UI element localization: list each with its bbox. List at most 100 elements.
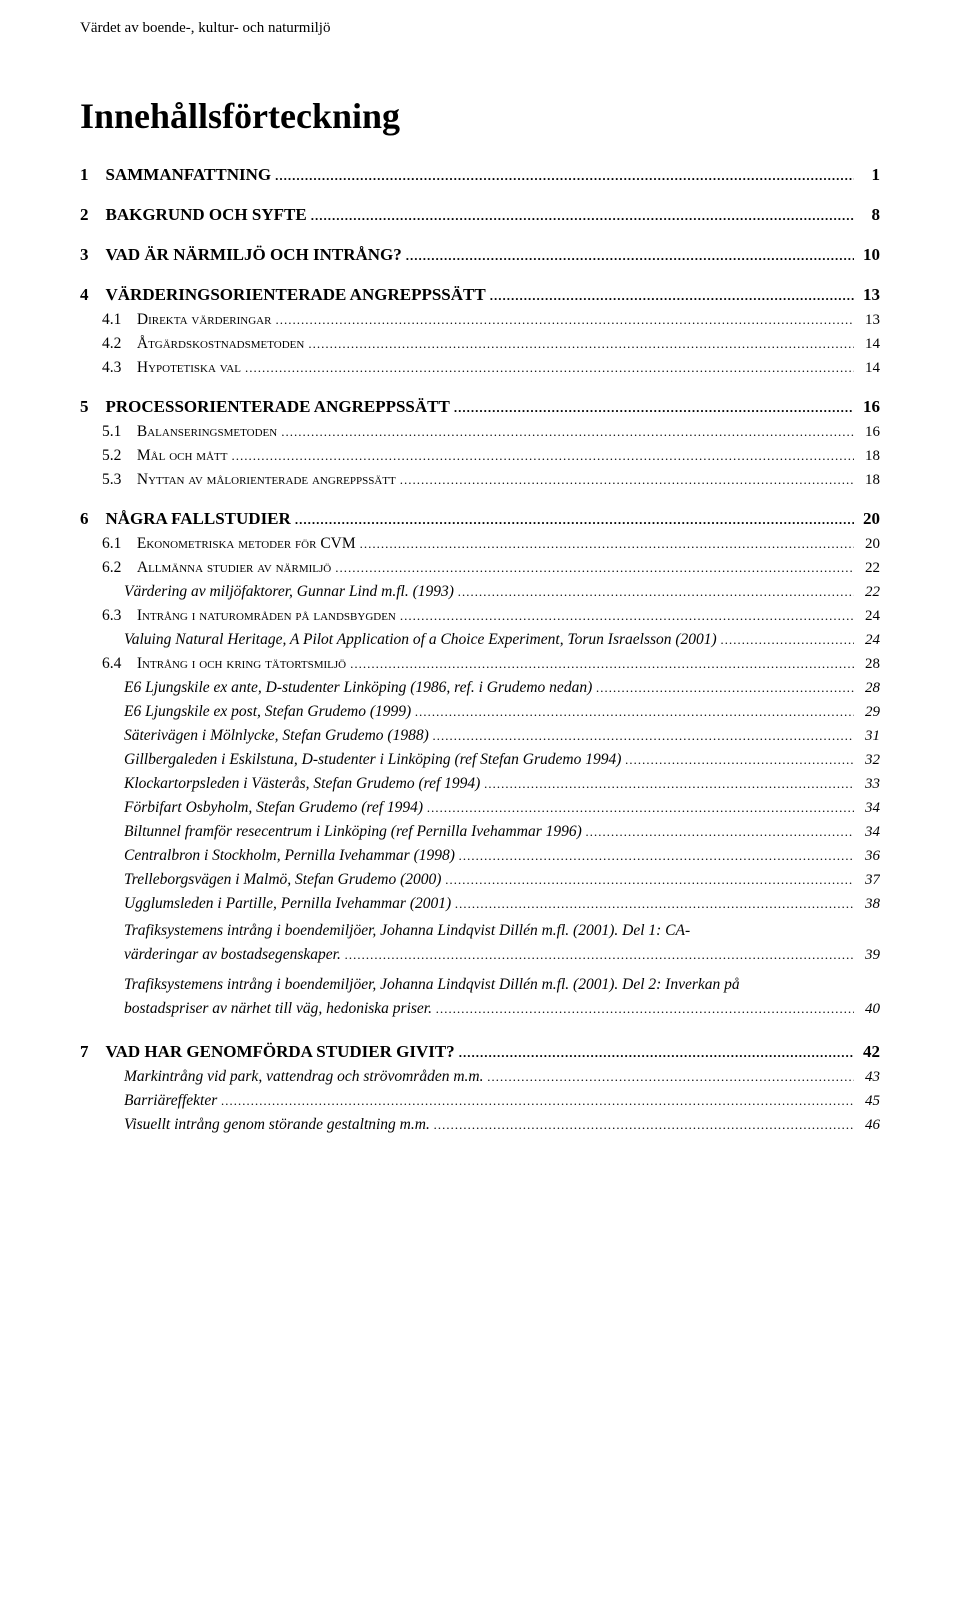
toc-leader [455, 895, 854, 913]
toc-page-number: 33 [858, 776, 880, 793]
toc-leader [400, 471, 854, 489]
toc-leader [721, 631, 854, 649]
toc-entry: 4.1 Direkta värderingar 13 [80, 311, 880, 329]
toc-entry: Biltunnel framför resecentrum i Linköpin… [80, 823, 880, 841]
toc-entry: 6.1 Ekonometriska metoder för CVM 20 [80, 535, 880, 553]
toc-label: E6 Ljungskile ex ante, D-studenter Linkö… [124, 679, 592, 697]
toc-page-number: 13 [858, 312, 880, 329]
toc-page-number: 20 [858, 509, 880, 529]
toc-leader [281, 423, 854, 441]
toc-leader [487, 1068, 854, 1086]
toc-label: 6.2 Allmänna studier av närmiljö [102, 559, 331, 577]
toc-label: Gillbergaleden i Eskilstuna, D-studenter… [124, 751, 621, 769]
toc-label: 6.4 Intrång i och kring tätortsmiljö [102, 655, 346, 673]
toc-page-number: 40 [858, 998, 880, 1021]
toc-leader [350, 655, 854, 673]
toc-entry: 4.3 Hypotetiska val14 [80, 359, 880, 377]
toc-label: Markintrång vid park, vattendrag och str… [124, 1068, 483, 1086]
toc-leader [625, 751, 854, 769]
toc-label: Trafiksystemens intrång i boendemiljöer,… [124, 919, 880, 943]
toc-entry: Värdering av miljöfaktorer, Gunnar Lind … [80, 583, 880, 601]
toc-label: Barriäreffekter [124, 1092, 217, 1110]
toc-label: Biltunnel framför resecentrum i Linköpin… [124, 823, 582, 841]
toc-label: Trelleborgsvägen i Malmö, Stefan Grudemo… [124, 871, 441, 889]
toc-entry: Barriäreffekter 45 [80, 1092, 880, 1110]
toc-page-number: 18 [858, 448, 880, 465]
toc-entry: Trelleborgsvägen i Malmö, Stefan Grudemo… [80, 871, 880, 889]
toc-page-number: 28 [858, 656, 880, 673]
toc-page-number: 45 [858, 1093, 880, 1110]
toc-label: 6 NÅGRA FALLSTUDIER [80, 509, 291, 529]
toc-leader [360, 535, 854, 553]
toc-label: E6 Ljungskile ex post, Stefan Grudemo (1… [124, 703, 411, 721]
toc-label: Visuellt intrång genom störande gestaltn… [124, 1116, 430, 1134]
toc-entry: 6.3 Intrång i naturområden på landsbygde… [80, 607, 880, 625]
toc-label: 1 SAMMANFATTNING [80, 165, 271, 185]
toc-entry: Ugglumsleden i Partille, Pernilla Iveham… [80, 895, 880, 913]
toc-leader [231, 447, 854, 465]
toc-leader [308, 335, 854, 353]
toc-label: 5.2 Mål och mått [102, 447, 227, 465]
toc-page-number: 18 [858, 472, 880, 489]
toc-entry: Visuellt intrång genom störande gestaltn… [80, 1116, 880, 1134]
toc-entry: Klockartorpsleden i Västerås, Stefan Gru… [80, 775, 880, 793]
toc-leader [445, 871, 854, 889]
toc-label: Centralbron i Stockholm, Pernilla Iveham… [124, 847, 455, 865]
toc-page-number: 46 [858, 1117, 880, 1134]
toc-page-number: 1 [858, 165, 880, 185]
toc-page-number: 32 [858, 752, 880, 769]
toc-label: bostadspriser av närhet till väg, hedoni… [124, 997, 432, 1021]
toc-entry: E6 Ljungskile ex post, Stefan Grudemo (1… [80, 703, 880, 721]
toc-entry: 1 SAMMANFATTNING 1 [80, 165, 880, 185]
toc-page-number: 16 [858, 424, 880, 441]
toc-entry: Centralbron i Stockholm, Pernilla Iveham… [80, 847, 880, 865]
toc-leader [434, 1116, 854, 1134]
toc-label: Valuing Natural Heritage, A Pilot Applic… [124, 631, 717, 649]
toc-page-number: 38 [858, 896, 880, 913]
toc-entry: Trafiksystemens intrång i boendemiljöer,… [80, 973, 880, 1021]
toc-label: Ugglumsleden i Partille, Pernilla Iveham… [124, 895, 451, 913]
toc-leader [406, 245, 854, 265]
toc-label: 4.3 Hypotetiska val [102, 359, 241, 377]
toc-label: 6.1 Ekonometriska metoder för CVM [102, 535, 356, 553]
toc-label: Klockartorpsleden i Västerås, Stefan Gru… [124, 775, 480, 793]
toc-leader [490, 285, 854, 305]
toc-entry: E6 Ljungskile ex ante, D-studenter Linkö… [80, 679, 880, 697]
toc-leader [415, 703, 854, 721]
toc-leader [275, 311, 854, 329]
toc-leader [275, 165, 854, 185]
toc-page-number: 22 [858, 584, 880, 601]
toc-entry: Förbifart Osbyholm, Stefan Grudemo (ref … [80, 799, 880, 817]
toc-label: 4 VÄRDERINGSORIENTERADE ANGREPPSSÄTT [80, 285, 486, 305]
toc-entry: Markintrång vid park, vattendrag och str… [80, 1068, 880, 1086]
toc-leader [433, 727, 854, 745]
toc-entry: Gillbergaleden i Eskilstuna, D-studenter… [80, 751, 880, 769]
toc-leader [295, 509, 854, 529]
toc-label: 7 VAD HAR GENOMFÖRDA STUDIER GIVIT? [80, 1042, 455, 1062]
toc-page-number: 24 [858, 608, 880, 625]
toc-leader [596, 679, 854, 697]
toc-page-number: 31 [858, 728, 880, 745]
toc-leader [345, 943, 854, 967]
toc-page-number: 13 [858, 285, 880, 305]
toc-entry: 5.3 Nyttan av målorienterade angreppssät… [80, 471, 880, 489]
toc-label: 6.3 Intrång i naturområden på landsbygde… [102, 607, 396, 625]
toc-page-number: 36 [858, 848, 880, 865]
toc-page-number: 34 [858, 800, 880, 817]
toc-label: 2 BAKGRUND OCH SYFTE [80, 205, 307, 225]
toc-page-number: 10 [858, 245, 880, 265]
toc-leader [436, 997, 854, 1021]
toc-entry: 5.1 Balanseringsmetoden16 [80, 423, 880, 441]
toc-label: 4.1 Direkta värderingar [102, 311, 271, 329]
toc-leader [335, 559, 854, 577]
toc-label: Förbifart Osbyholm, Stefan Grudemo (ref … [124, 799, 423, 817]
toc-label: Värdering av miljöfaktorer, Gunnar Lind … [124, 583, 454, 601]
toc-entry: Säterivägen i Mölnlycke, Stefan Grudemo … [80, 727, 880, 745]
toc-page-number: 20 [858, 536, 880, 553]
toc-page-number: 37 [858, 872, 880, 889]
toc-entry: 5 PROCESSORIENTERADE ANGREPPSSÄTT16 [80, 397, 880, 417]
toc-entry: 2 BAKGRUND OCH SYFTE8 [80, 205, 880, 225]
toc-entry: 6.2 Allmänna studier av närmiljö22 [80, 559, 880, 577]
toc-entry: 7 VAD HAR GENOMFÖRDA STUDIER GIVIT?42 [80, 1042, 880, 1062]
toc-page-number: 43 [858, 1069, 880, 1086]
